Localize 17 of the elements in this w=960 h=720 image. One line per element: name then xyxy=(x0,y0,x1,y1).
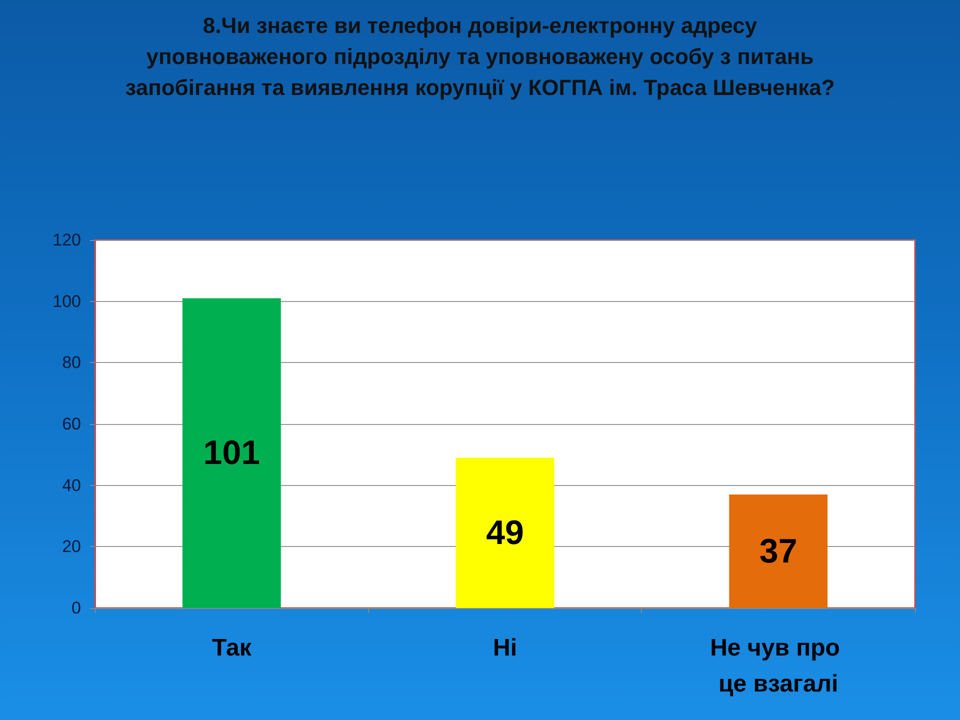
data-label: 37 xyxy=(759,532,798,570)
data-label: 49 xyxy=(486,514,524,552)
bar xyxy=(729,494,828,608)
x-tick-label: Не чув про це взагалі xyxy=(710,634,847,698)
bar xyxy=(456,458,554,608)
y-tick-label: 20 xyxy=(62,537,81,556)
data-label: 101 xyxy=(203,434,260,472)
x-tick-label: Так xyxy=(212,634,252,662)
y-tick-label: 100 xyxy=(52,292,81,311)
y-tick-label: 60 xyxy=(62,414,81,434)
bar xyxy=(182,298,281,608)
x-tick-label: Ні xyxy=(493,634,517,662)
y-tick-label: 0 xyxy=(72,598,81,618)
y-tick-label: 40 xyxy=(62,476,81,495)
chart-title: 8.Чи знаєте ви телефон довіри-електронну адресу уповноваженого підрозділу та уповноважену особу з питань запобігання та виявлення корупції у КОГПА ім. Траса Шевченка? xyxy=(124,12,836,102)
y-tick-label: 80 xyxy=(62,353,81,372)
y-tick-label: 120 xyxy=(52,230,81,250)
